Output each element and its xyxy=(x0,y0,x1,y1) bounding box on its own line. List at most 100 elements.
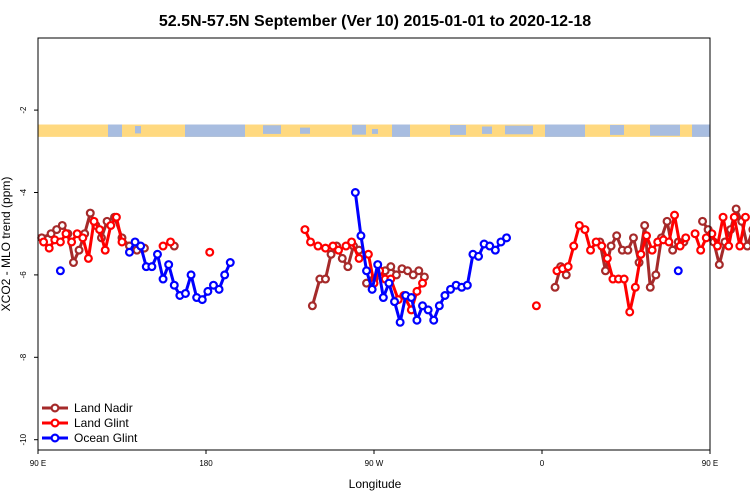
data-point-land-glint xyxy=(625,307,635,317)
chart-title: 52.5N-57.5N September (Ver 10) 2015-01-0… xyxy=(159,13,591,30)
data-point-land-glint xyxy=(675,241,685,251)
data-point-land-nadir xyxy=(731,204,741,214)
data-point-ocean-glint xyxy=(55,266,65,276)
ocean-patch xyxy=(692,124,710,137)
data-point-land-nadir xyxy=(623,245,633,255)
land-ocean-strip xyxy=(38,124,710,137)
data-point-land-glint xyxy=(630,282,640,292)
data-point-land-glint xyxy=(724,241,734,251)
ocean-patch xyxy=(392,124,410,137)
data-point-land-glint xyxy=(347,237,357,247)
data-point-land-nadir xyxy=(561,270,571,280)
data-point-ocean-glint xyxy=(147,262,157,272)
data-point-ocean-glint xyxy=(203,286,213,296)
data-point-ocean-glint xyxy=(164,260,174,270)
data-point-land-glint xyxy=(740,212,750,222)
data-point-land-nadir xyxy=(714,260,724,270)
data-point-ocean-glint xyxy=(673,266,683,276)
data-point-ocean-glint xyxy=(186,270,196,280)
data-point-land-glint xyxy=(306,237,316,247)
data-point-ocean-glint xyxy=(378,293,388,303)
data-point-ocean-glint xyxy=(429,315,439,325)
data-point-land-nadir xyxy=(307,301,317,311)
legend-label: Land Glint xyxy=(74,416,129,430)
data-point-land-nadir xyxy=(550,282,560,292)
data-point-land-glint xyxy=(597,241,607,251)
data-point-land-glint xyxy=(602,253,612,263)
data-point-land-nadir xyxy=(698,216,708,226)
data-point-land-glint xyxy=(111,212,121,222)
data-point-land-glint xyxy=(574,220,584,230)
data-point-land-glint xyxy=(78,233,88,243)
data-point-land-glint xyxy=(681,233,691,243)
data-point-ocean-glint xyxy=(130,237,140,247)
data-point-land-glint xyxy=(100,245,110,255)
data-point-land-glint xyxy=(664,237,674,247)
data-point-land-nadir xyxy=(408,270,418,280)
data-point-land-glint xyxy=(363,249,373,259)
y-tick-label: -6 xyxy=(19,271,28,279)
x-tick-label: 0 xyxy=(540,459,545,468)
data-point-land-glint xyxy=(712,241,722,251)
data-point-ocean-glint xyxy=(367,284,377,294)
data-point-ocean-glint xyxy=(490,245,500,255)
data-point-ocean-glint xyxy=(406,293,416,303)
data-point-land-glint xyxy=(313,241,323,251)
x-axis-label: Longitude xyxy=(349,477,402,491)
ocean-patch xyxy=(372,128,378,134)
data-point-land-glint xyxy=(696,245,706,255)
legend-swatch-marker xyxy=(50,403,60,413)
data-point-ocean-glint xyxy=(158,274,168,284)
data-point-land-glint xyxy=(412,286,422,296)
data-point-land-glint xyxy=(39,237,49,247)
legend-label: Ocean Glint xyxy=(74,431,138,445)
ocean-patch xyxy=(263,125,281,134)
data-point-land-glint xyxy=(166,237,176,247)
data-point-land-nadir xyxy=(606,241,616,251)
series-group xyxy=(37,188,750,327)
data-point-ocean-glint xyxy=(496,237,506,247)
data-point-ocean-glint xyxy=(124,247,134,257)
data-point-ocean-glint xyxy=(462,280,472,290)
data-point-land-nadir xyxy=(52,225,62,235)
data-point-ocean-glint xyxy=(152,249,162,259)
data-point-land-glint xyxy=(158,241,168,251)
x-tick-label: 90 E xyxy=(702,459,718,468)
data-point-land-glint xyxy=(205,247,215,257)
data-point-land-glint xyxy=(563,262,573,272)
data-point-land-nadir xyxy=(662,216,672,226)
data-point-land-glint xyxy=(72,229,82,239)
data-point-land-glint xyxy=(117,237,127,247)
data-point-land-glint xyxy=(569,241,579,251)
x-tick-label: 90 E xyxy=(30,459,46,468)
x-tick-label: 180 xyxy=(199,459,213,468)
data-point-land-glint xyxy=(300,225,310,235)
legend-item-land-nadir: Land Nadir xyxy=(42,401,133,415)
data-point-ocean-glint xyxy=(434,301,444,311)
data-point-land-nadir xyxy=(386,262,396,272)
data-point-land-glint xyxy=(95,225,105,235)
data-point-land-glint xyxy=(44,243,54,253)
data-point-land-glint xyxy=(83,253,93,263)
ocean-patch xyxy=(135,126,141,134)
legend-item-land-glint: Land Glint xyxy=(42,416,129,430)
data-point-land-nadir xyxy=(57,220,67,230)
ocean-patch xyxy=(505,125,533,135)
data-point-ocean-glint xyxy=(350,188,360,198)
data-point-ocean-glint xyxy=(362,266,372,276)
data-point-land-nadir xyxy=(85,208,95,218)
data-point-land-glint xyxy=(320,243,330,253)
data-point-land-glint xyxy=(647,245,657,255)
series-line-ocean-glint xyxy=(353,192,508,324)
data-point-land-nadir xyxy=(403,266,413,276)
data-point-land-nadir xyxy=(343,262,353,272)
data-point-land-glint xyxy=(334,245,344,255)
data-point-land-glint xyxy=(690,229,700,239)
data-point-ocean-glint xyxy=(197,295,207,305)
data-point-ocean-glint xyxy=(169,280,179,290)
data-point-land-glint xyxy=(591,237,601,247)
data-point-land-nadir xyxy=(612,231,622,241)
data-point-land-glint xyxy=(55,237,65,247)
data-point-land-glint xyxy=(636,249,646,259)
